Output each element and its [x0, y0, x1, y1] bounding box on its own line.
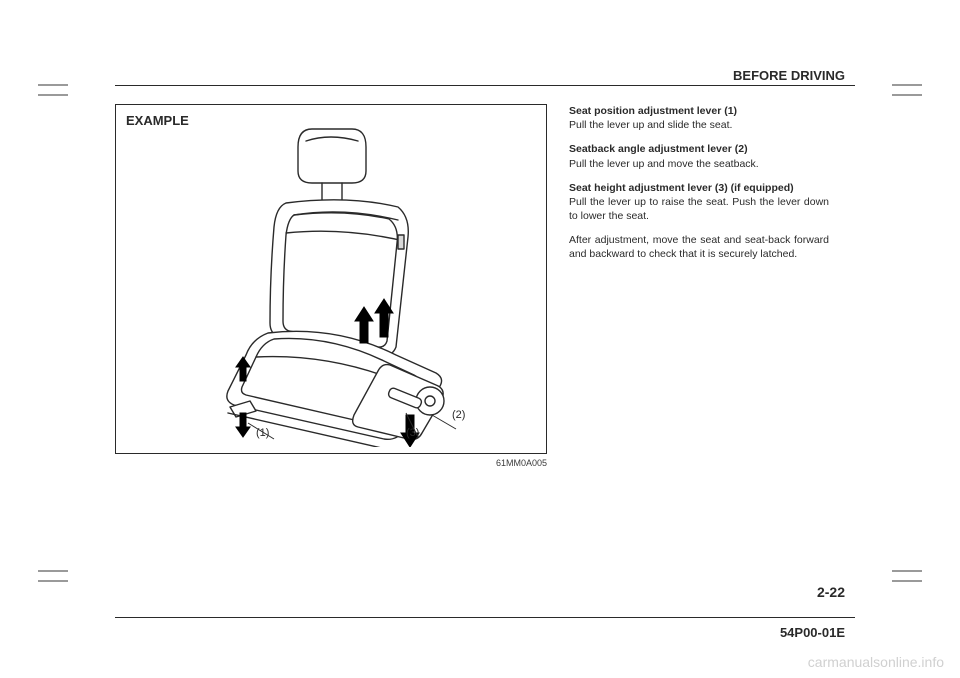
section-header: BEFORE DRIVING: [733, 68, 845, 83]
bottom-rule: [115, 617, 855, 618]
para-3: Pull the lever up to raise the seat. Pus…: [569, 196, 829, 222]
document-code: 54P00-01E: [780, 625, 845, 640]
heading-3: Seat height adjustment lever (3) (if equ…: [569, 182, 794, 194]
callout-1: (1): [256, 427, 269, 439]
figure-box: EXAMPLE: [115, 104, 547, 454]
para-2: Pull the lever up and move the seatback.: [569, 158, 759, 170]
page-number: 2-22: [817, 584, 845, 600]
page-content: EXAMPLE: [115, 85, 855, 454]
watermark: carmanualsonline.info: [808, 654, 944, 670]
heading-2: Seatback angle adjustment lever (2): [569, 143, 748, 155]
figure-code: 61MM0A005: [496, 458, 547, 468]
callout-2: (2): [452, 409, 465, 421]
figure-wrap: EXAMPLE: [115, 104, 547, 454]
para-4: After adjustment, move the seat and seat…: [569, 233, 829, 261]
example-label: EXAMPLE: [126, 113, 189, 128]
callout-3: (3): [406, 427, 419, 439]
seat-diagram: [194, 117, 494, 447]
text-column: Seat position adjustment lever (1) Pull …: [569, 104, 829, 454]
para-1: Pull the lever up and slide the seat.: [569, 119, 732, 131]
heading-1: Seat position adjustment lever (1): [569, 105, 737, 117]
